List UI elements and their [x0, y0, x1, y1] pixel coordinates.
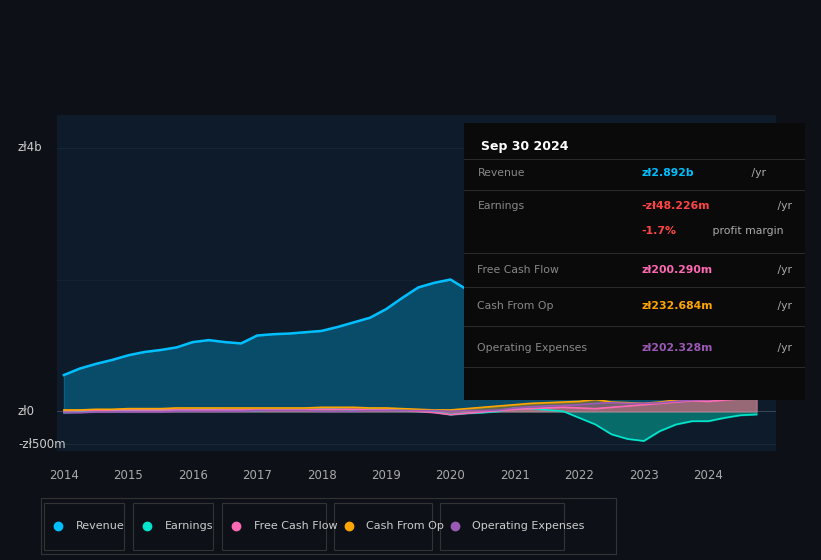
- Text: /yr: /yr: [774, 265, 792, 275]
- Text: 2023: 2023: [629, 469, 658, 482]
- Text: Revenue: Revenue: [76, 521, 124, 531]
- Text: 2021: 2021: [500, 469, 530, 482]
- Text: 2015: 2015: [113, 469, 143, 482]
- Text: Free Cash Flow: Free Cash Flow: [254, 521, 337, 531]
- Text: profit margin: profit margin: [709, 226, 784, 236]
- Text: Cash From Op: Cash From Op: [365, 521, 443, 531]
- Text: zł0: zł0: [18, 405, 35, 418]
- Text: zł4b: zł4b: [18, 141, 43, 154]
- Text: 2017: 2017: [242, 469, 272, 482]
- Text: -1.7%: -1.7%: [641, 226, 676, 236]
- Text: Earnings: Earnings: [478, 202, 525, 211]
- Text: 2022: 2022: [564, 469, 594, 482]
- Text: -zł500m: -zł500m: [18, 438, 66, 451]
- Text: zł232.684m: zł232.684m: [641, 301, 713, 311]
- Text: /yr: /yr: [774, 343, 792, 353]
- Text: zł202.328m: zł202.328m: [641, 343, 713, 353]
- Text: 2020: 2020: [436, 469, 466, 482]
- Text: Operating Expenses: Operating Expenses: [478, 343, 588, 353]
- Text: Free Cash Flow: Free Cash Flow: [478, 265, 559, 275]
- Text: 2018: 2018: [307, 469, 337, 482]
- Text: 2014: 2014: [49, 469, 79, 482]
- Text: zł2.892b: zł2.892b: [641, 168, 694, 178]
- Text: Revenue: Revenue: [478, 168, 525, 178]
- Text: 2016: 2016: [178, 469, 208, 482]
- Text: Sep 30 2024: Sep 30 2024: [481, 140, 568, 153]
- Text: Operating Expenses: Operating Expenses: [472, 521, 585, 531]
- Text: /yr: /yr: [774, 202, 792, 211]
- Text: 2019: 2019: [371, 469, 401, 482]
- Text: -zł48.226m: -zł48.226m: [641, 202, 709, 211]
- Text: Cash From Op: Cash From Op: [478, 301, 554, 311]
- Text: zł200.290m: zł200.290m: [641, 265, 712, 275]
- Text: Earnings: Earnings: [164, 521, 213, 531]
- Text: /yr: /yr: [748, 168, 766, 178]
- Text: /yr: /yr: [774, 301, 792, 311]
- Text: 2024: 2024: [693, 469, 723, 482]
